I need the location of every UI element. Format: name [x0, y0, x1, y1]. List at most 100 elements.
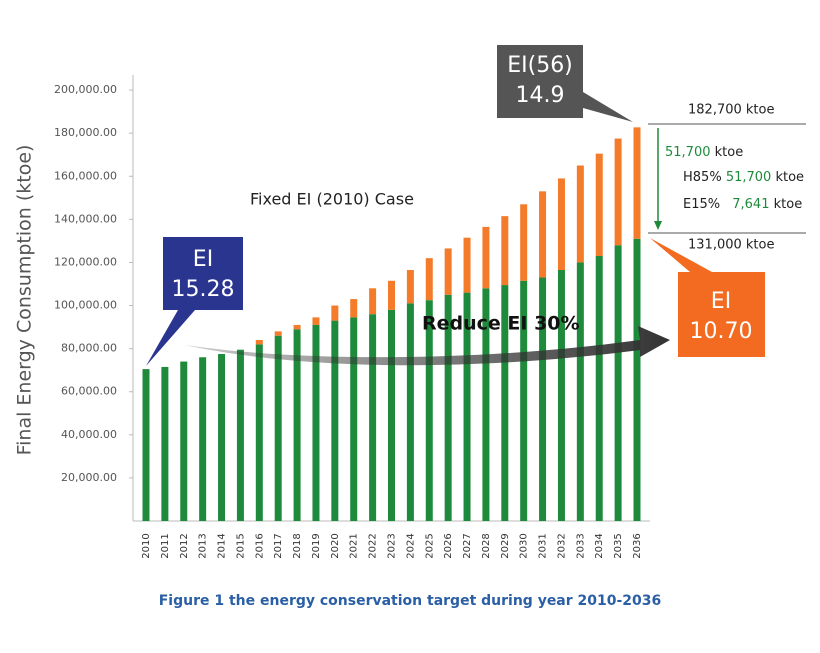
- h85-value: 51,700: [726, 170, 772, 185]
- callout-text: EI: [711, 289, 731, 314]
- x-tick-label: 2014: [217, 533, 228, 558]
- bar-segment: [161, 366, 169, 521]
- h85-name: H85%: [683, 170, 722, 185]
- bar-segment: [539, 277, 547, 521]
- x-tick-label: 2026: [443, 533, 454, 558]
- x-tick-label: 2036: [632, 533, 643, 558]
- y-tick-label: 180,000.00: [54, 126, 117, 139]
- x-tick-label: 2019: [311, 533, 322, 558]
- bar-segment: [236, 349, 244, 521]
- x-tick-label: 2023: [387, 533, 398, 558]
- h85-label: H85% 51,700 ktoe: [683, 170, 804, 185]
- bar-segment: [350, 299, 358, 318]
- bar-segment: [614, 138, 622, 246]
- bar-segment: [425, 258, 433, 301]
- bar-segment: [312, 317, 320, 325]
- bar-segment: [539, 191, 547, 278]
- bar-segment: [482, 288, 490, 521]
- bar-segment: [463, 237, 471, 293]
- x-tick-label: 2030: [519, 533, 530, 558]
- caption: Figure 1 the energy conservation target …: [159, 593, 662, 609]
- callout-orange: [650, 238, 765, 357]
- e15-value: 7,641: [732, 197, 769, 212]
- x-tick-label: 2013: [198, 533, 209, 558]
- bar-segment: [406, 303, 414, 521]
- bar-segment: [576, 165, 584, 263]
- bar-segment: [501, 285, 509, 521]
- x-tick-label: 2025: [424, 533, 435, 558]
- bar-segment: [142, 369, 150, 521]
- bar-segment: [218, 354, 226, 521]
- bar-segment: [444, 248, 452, 295]
- bar-segment: [255, 344, 263, 521]
- x-tick-label: 2018: [292, 533, 303, 558]
- bar-segment: [293, 324, 301, 330]
- bar-segment: [633, 238, 641, 522]
- x-tick-label: 2016: [254, 533, 265, 558]
- x-tick-label: 2017: [273, 533, 284, 558]
- plot: 20,000.00 40,000.00 60,000.00 80,000.00 100,…: [54, 75, 650, 559]
- x-tick-label: 2021: [349, 533, 360, 558]
- bar-segment: [255, 340, 263, 345]
- bar-segment: [388, 280, 395, 310]
- callout-text: 10.70: [690, 319, 753, 344]
- bar-segment: [425, 300, 433, 521]
- x-tick-label: 2033: [575, 533, 586, 558]
- bar-segment: [274, 331, 282, 336]
- x-tick-label: 2022: [368, 533, 379, 558]
- x-tick-label: 2028: [481, 533, 492, 558]
- bar-segment: [482, 226, 490, 289]
- x-tick-label: 2034: [594, 533, 605, 558]
- reduction-arrow: [185, 326, 670, 366]
- callout-gray: [497, 45, 633, 122]
- callout-text: 14.9: [516, 83, 565, 108]
- bar-segment: [293, 329, 301, 521]
- x-tick-label: 2011: [160, 533, 171, 558]
- y-tick-label: 160,000.00: [54, 169, 117, 182]
- saving-label: 51,700 ktoe: [665, 145, 743, 160]
- callout-text: EI: [193, 247, 213, 272]
- bar-segment: [180, 361, 188, 521]
- bar-segment: [520, 280, 528, 521]
- x-tick-label: 2027: [462, 533, 473, 558]
- callout-text: 15.28: [172, 277, 235, 302]
- y-tick-label: 100,000.00: [54, 299, 117, 312]
- x-tick-label: 2015: [235, 533, 246, 558]
- x-tick-label: 2024: [405, 533, 416, 558]
- e15-label: E15% 7,641 ktoe: [683, 197, 802, 212]
- x-tick-label: 2031: [538, 533, 549, 558]
- bar-segment: [444, 294, 452, 521]
- y-tick-label: 80,000.00: [61, 342, 117, 355]
- bar-segment: [406, 269, 414, 304]
- y-tick-label: 40,000.00: [61, 428, 117, 441]
- y-axis-label: Final Energy Consumption (ktoe): [14, 145, 36, 456]
- y-tick-label: 200,000.00: [54, 83, 117, 96]
- saving-value: 51,700: [665, 145, 711, 160]
- bar-segment: [501, 216, 509, 286]
- bar-segment: [557, 269, 565, 521]
- reduce-label: Reduce EI 30%: [422, 313, 580, 335]
- bar-segment: [350, 317, 358, 521]
- fixed-case-label: Fixed EI (2010) Case: [250, 190, 414, 209]
- x-tick-label: 2032: [556, 533, 567, 558]
- bar-segment: [331, 305, 339, 321]
- bar-segment: [633, 127, 641, 239]
- bar-segment: [369, 314, 377, 521]
- x-tick-label: 2035: [613, 533, 624, 558]
- bar-segment: [614, 245, 622, 521]
- x-tick-label: 2010: [141, 533, 152, 558]
- x-tick-label: 2012: [179, 533, 190, 558]
- x-tick-label: 2020: [330, 533, 341, 558]
- bar-segment: [199, 357, 207, 521]
- bar-segment: [557, 178, 565, 270]
- bar-segment: [595, 153, 603, 256]
- unit: ktoe: [775, 170, 804, 185]
- bar-segment: [520, 204, 528, 281]
- y-tick-label: 20,000.00: [61, 471, 117, 484]
- x-tick-label: 2029: [500, 533, 511, 558]
- bar-segment: [331, 320, 339, 521]
- bar-segment: [595, 255, 603, 521]
- base-label: 131,000 ktoe: [688, 238, 774, 253]
- bar-segment: [312, 324, 320, 521]
- saving-arrowhead: [654, 221, 662, 230]
